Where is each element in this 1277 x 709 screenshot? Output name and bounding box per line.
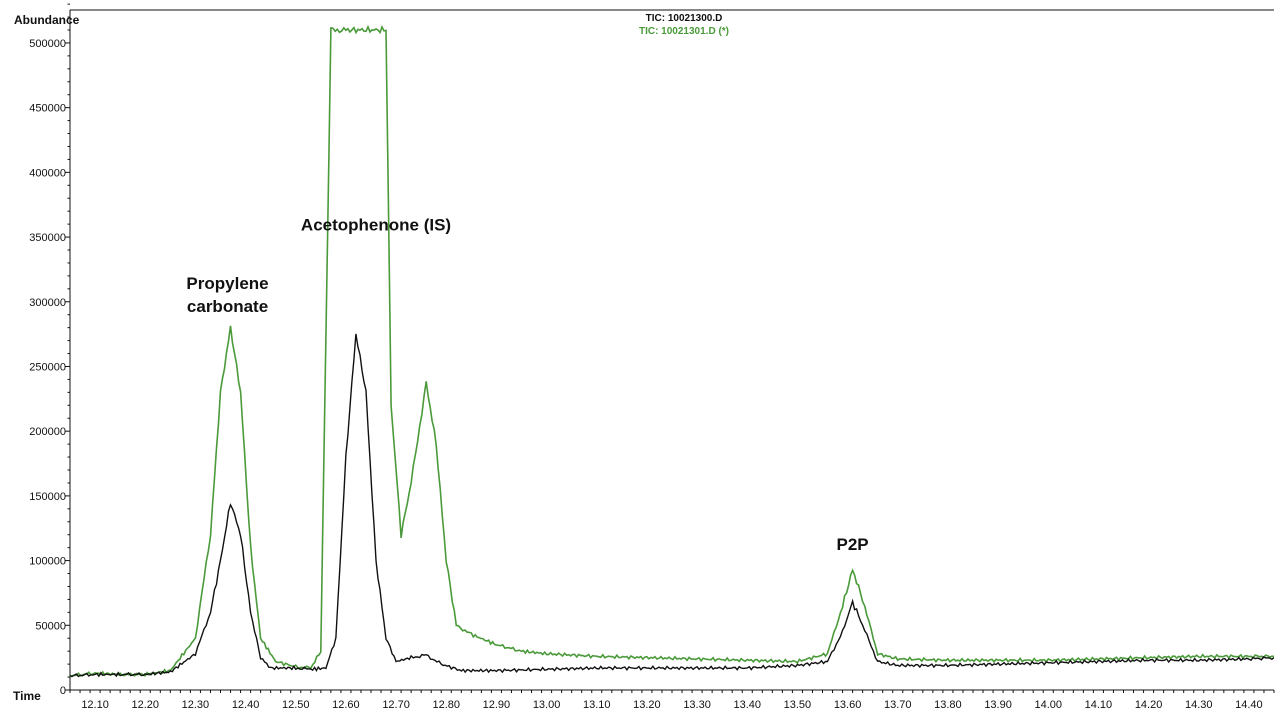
legend-series-2: TIC: 10021301.D (*): [639, 26, 729, 37]
x-tick-label: 13.00: [533, 699, 561, 709]
series-line-1: [70, 333, 1274, 678]
x-tick-label: 13.60: [834, 699, 862, 709]
x-tick-label: 13.80: [934, 699, 962, 709]
x-tick-label: 13.50: [784, 699, 812, 709]
x-tick-label: 12.50: [282, 699, 310, 709]
x-tick-label: 14.10: [1085, 699, 1113, 709]
annotation-layer: Propylene carbonate Acetophenone (IS) P2P: [186, 216, 868, 555]
y-tick-label: 300000: [29, 297, 66, 309]
y-axis: 0 50000 100000 150000 200000 250000 300000 3500…: [29, 3, 70, 697]
y-tick-label: 350000: [29, 232, 66, 244]
x-tick-label: 14.30: [1185, 699, 1213, 709]
annotation-label: carbonate: [187, 297, 268, 316]
y-tick-label: 200000: [29, 426, 66, 438]
y-axis-title: Abundance: [14, 13, 80, 27]
x-tick-label: 13.90: [984, 699, 1012, 709]
x-tick-label: 12.20: [131, 699, 159, 709]
y-tick-label: 0: [60, 685, 66, 697]
x-tick-label: 14.20: [1135, 699, 1163, 709]
y-tick-label: 100000: [29, 556, 66, 568]
x-tick-label: 12.60: [332, 699, 360, 709]
x-tick-label: 14.40: [1235, 699, 1263, 709]
series-line-2: [70, 24, 1274, 678]
x-tick-label: 12.10: [81, 699, 109, 709]
x-tick-label: 13.10: [583, 699, 611, 709]
annotation-label: P2P: [837, 535, 869, 554]
x-tick-label: 14.00: [1034, 699, 1062, 709]
y-tick-label: 500000: [29, 38, 66, 50]
y-tick-label: 450000: [29, 103, 66, 115]
x-tick-label: 13.40: [733, 699, 761, 709]
x-axis-title: Time: [13, 689, 41, 703]
y-tick-label: 50000: [35, 620, 66, 632]
x-tick-label: 12.80: [432, 699, 460, 709]
legend-series-1: TIC: 10021300.D: [646, 13, 723, 24]
x-tick-label: 13.20: [633, 699, 661, 709]
y-tick-label: 400000: [29, 167, 66, 179]
x-tick-label: 13.70: [884, 699, 912, 709]
x-tick-label: 12.70: [382, 699, 410, 709]
series-layer: [70, 24, 1274, 678]
annotation-label: Propylene: [186, 274, 268, 293]
x-tick-label: 12.30: [182, 699, 210, 709]
x-tick-label: 13.30: [683, 699, 711, 709]
x-tick-label: 12.90: [483, 699, 511, 709]
y-tick-label: 250000: [29, 361, 66, 373]
x-tick-label: 12.40: [232, 699, 260, 709]
y-tick-label: 150000: [29, 491, 66, 503]
x-axis: 12.10 12.20 12.30 12.40 12.50 12.60 12.70 12.80…: [69, 690, 1275, 709]
annotation-label: Acetophenone (IS): [301, 216, 451, 235]
